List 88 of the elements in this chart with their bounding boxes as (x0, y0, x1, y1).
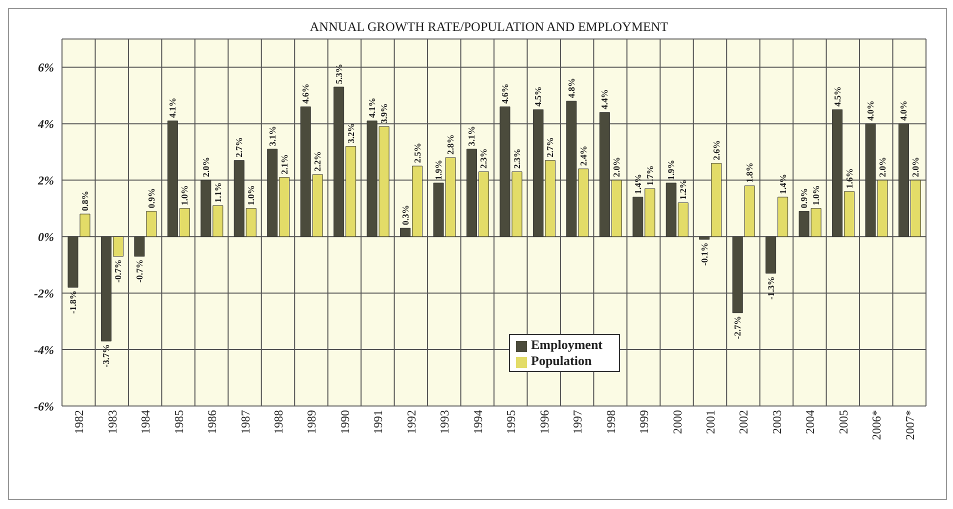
data-label: 1.9% (666, 160, 676, 180)
data-label: 1.4% (632, 174, 643, 194)
data-label: 1.7% (644, 165, 655, 186)
x-tick-label: 1988 (272, 410, 286, 434)
data-label: -1.3% (766, 276, 776, 300)
y-tick-label: 6% (38, 60, 54, 74)
data-label: -0.1% (699, 242, 710, 266)
x-tick-label: 1997 (570, 410, 585, 434)
x-tick-label: 1987 (238, 410, 252, 434)
data-label: 1.9% (434, 160, 444, 180)
chart-title: ANNUAL GROWTH RATE/POPULATION AND EMPLOYMENT (310, 19, 668, 34)
data-label: 2.0% (200, 156, 211, 178)
data-label: 1.0% (811, 185, 822, 206)
data-label: 4.1% (367, 98, 378, 118)
data-label: 2.0% (910, 156, 921, 178)
x-tick-label: 1984 (138, 410, 153, 434)
data-label: 3.9% (379, 103, 390, 124)
data-label: 0.9% (799, 188, 810, 208)
data-label: 4.8% (566, 78, 576, 98)
legend-label: Population (531, 353, 592, 368)
data-label: 4.6% (300, 84, 311, 104)
data-label: 4.1% (168, 98, 178, 118)
x-tick-label: 2003 (770, 410, 784, 434)
data-label: 1.0% (180, 185, 190, 206)
data-label: 2.0% (878, 156, 888, 178)
data-label: 2.0% (612, 156, 622, 178)
data-label: 2.1% (279, 154, 290, 174)
data-label: -2.7% (732, 316, 743, 340)
data-label: 0.8% (80, 190, 90, 212)
x-tick-label: 1991 (371, 410, 386, 434)
x-tick-label: 2007* (902, 410, 917, 440)
data-label: 2.7% (234, 137, 244, 158)
y-tick-label: -6% (34, 399, 54, 414)
x-tick-label: 1990 (338, 410, 352, 434)
x-tick-label: 1993 (438, 410, 452, 434)
x-tick-label: 2000 (670, 410, 684, 434)
x-tick-label: 1985 (172, 410, 186, 434)
data-label: 1.8% (744, 162, 755, 183)
data-label: 4.5% (533, 86, 544, 107)
x-tick-label: 2006* (870, 410, 884, 440)
x-tick-label: 1986 (205, 410, 220, 434)
data-label: 4.5% (832, 86, 842, 107)
x-tick-label: 1983 (105, 410, 120, 434)
data-label: -3.7% (101, 344, 112, 368)
data-label: -0.7% (113, 259, 124, 283)
y-tick-label: 2% (37, 173, 54, 188)
x-tick-label: 2002 (736, 410, 751, 434)
data-label: 2.5% (412, 142, 422, 164)
data-label: 3.1% (466, 126, 477, 146)
data-label: 2.4% (578, 146, 588, 166)
data-label: 4.0% (898, 100, 909, 121)
x-tick-label: 1996 (537, 410, 552, 434)
x-tick-label: 1994 (470, 410, 485, 434)
x-tick-label: 2005 (836, 410, 850, 434)
data-label: 1.6% (844, 168, 854, 188)
x-tick-label: 1999 (637, 410, 652, 434)
data-label: 0.9% (146, 188, 156, 208)
data-label: 1.0% (246, 185, 256, 206)
y-tick-label: -4% (34, 342, 54, 357)
x-tick-label: 2004 (803, 410, 818, 434)
data-label: 1.2% (678, 179, 688, 200)
data-label: -0.7% (134, 259, 144, 283)
x-tick-label: 1992 (404, 410, 418, 434)
data-label: 3.2% (346, 123, 356, 144)
data-label: 3.1% (267, 126, 278, 146)
y-tick-label: 4% (37, 116, 54, 131)
data-label: -1.8% (68, 290, 78, 314)
data-label: 1.4% (778, 174, 788, 194)
data-label: 2.7% (545, 137, 556, 158)
data-label: 2.2% (312, 151, 323, 172)
data-label: 2.3% (512, 148, 522, 169)
data-label: 0.3% (400, 204, 410, 226)
legend-label: Employment (531, 337, 602, 352)
data-label: 1.1% (212, 182, 223, 203)
x-tick-label: 2001 (704, 410, 718, 434)
data-label: 4.6% (500, 84, 510, 104)
x-tick-label: 1989 (304, 410, 319, 434)
x-tick-label: 1995 (504, 410, 518, 434)
data-label: 2.8% (446, 134, 456, 155)
data-label: 2.6% (711, 140, 722, 160)
data-label: 2.3% (478, 148, 489, 169)
data-label: 4.4% (600, 89, 610, 110)
x-tick-label: 1982 (72, 410, 86, 434)
y-tick-label: -2% (34, 286, 54, 300)
data-label: 4.0% (866, 100, 876, 121)
data-label: 5.3% (334, 64, 344, 84)
y-tick-label: 0% (38, 230, 54, 244)
x-tick-label: 1998 (604, 410, 618, 434)
